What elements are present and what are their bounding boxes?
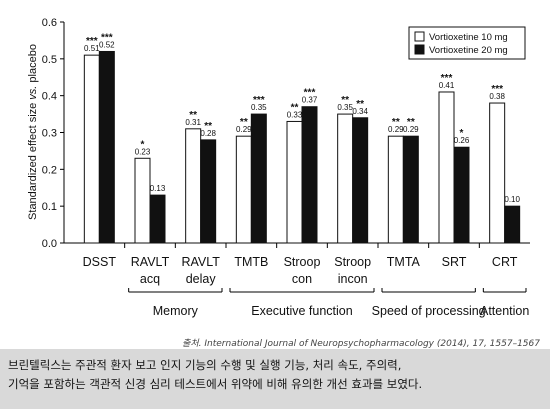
- caption-line-2: 기억을 포함하는 객관적 신경 심리 테스트에서 위약에 비해 유의한 개선 효…: [8, 377, 423, 391]
- bar-20mg: [504, 205, 521, 244]
- significance-marker: **: [204, 121, 212, 132]
- y-tick-label: 0.0: [42, 238, 57, 250]
- y-tick-label: 0.4: [42, 91, 57, 103]
- x-tick-label: CRT: [492, 255, 518, 269]
- x-tick-label-line2: acq: [140, 272, 160, 286]
- y-axis-title: Standardized effect size vs. placebo: [27, 44, 39, 220]
- significance-marker: *: [141, 139, 145, 150]
- y-tick-label: 0.6: [42, 17, 57, 29]
- bar-20mg: [98, 50, 115, 244]
- legend-entry: Vortioxetine 10 mg: [429, 32, 508, 43]
- bar-10mg: [134, 157, 151, 244]
- significance-marker: *: [460, 128, 464, 139]
- bar-value-label: 0.52: [99, 40, 115, 49]
- bar-10mg: [489, 102, 506, 244]
- bar-value-label: 0.37: [302, 96, 318, 105]
- bar-10mg: [83, 54, 100, 244]
- bar-value-label: 0.35: [251, 103, 267, 112]
- bar-10mg: [235, 135, 252, 244]
- bar-value-label: 0.38: [489, 92, 505, 101]
- bar-20mg: [200, 139, 217, 244]
- x-tick-label: TMTA: [387, 255, 421, 269]
- bar-value-label: 0.35: [337, 103, 353, 112]
- bar-value-label: 0.29: [236, 125, 252, 134]
- bar-20mg: [402, 135, 419, 244]
- y-tick-label: 0.2: [42, 164, 57, 176]
- y-tick-label: 0.5: [42, 54, 57, 66]
- legend-swatch: [414, 31, 425, 42]
- x-tick-label: Stroop: [284, 255, 321, 269]
- significance-marker: **: [356, 99, 364, 110]
- bar-value-label: 0.33: [287, 110, 303, 119]
- effect-size-bar-chart: Standardized effect size vs. placebo 0.0…: [27, 17, 530, 318]
- bar-value-label: 0.41: [439, 81, 455, 90]
- x-tick-label-line2: delay: [186, 272, 217, 286]
- significance-marker: ***: [441, 73, 453, 84]
- bar-10mg: [337, 113, 354, 244]
- significance-marker: **: [240, 117, 248, 128]
- x-tick-label-line2: con: [292, 272, 312, 286]
- group-label: Attention: [480, 304, 529, 318]
- legend-box: [408, 26, 526, 60]
- bar-10mg: [438, 91, 455, 244]
- significance-marker: **: [392, 117, 400, 128]
- bar-value-label: 0.10: [504, 195, 520, 204]
- significance-marker: **: [407, 117, 415, 128]
- svg-text:Standardized effect size vs. p: Standardized effect size vs. placebo: [27, 44, 39, 220]
- x-tick-label: TMTB: [234, 255, 268, 269]
- caption-line-1: 브린텔릭스는 주관적 환자 보고 인지 기능의 수행 및 실행 기능, 처리 속…: [8, 358, 402, 372]
- group-label: Speed of processing: [372, 304, 486, 318]
- bar-value-label: 0.29: [403, 125, 419, 134]
- bar-value-label: 0.51: [84, 44, 100, 53]
- x-tick-label: RAVLT: [181, 255, 220, 269]
- legend-entry: Vortioxetine 20 mg: [429, 45, 508, 56]
- bar-value-label: 0.13: [150, 184, 166, 193]
- bar-20mg: [250, 113, 267, 244]
- significance-marker: **: [341, 95, 349, 106]
- bar-value-label: 0.23: [135, 147, 151, 156]
- group-label: Executive function: [251, 304, 352, 318]
- significance-marker: ***: [491, 84, 503, 95]
- bar-value-label: 0.28: [200, 129, 216, 138]
- y-tick-label: 0.3: [42, 128, 57, 140]
- legend: Vortioxetine 10 mg Vortioxetine 20 mg: [408, 26, 526, 60]
- significance-marker: **: [189, 110, 197, 121]
- source-prefix: 출처.: [182, 339, 205, 349]
- source-text: International Journal of Neuropsychophar…: [204, 339, 540, 349]
- bar-value-label: 0.26: [454, 136, 470, 145]
- bar-value-label: 0.31: [185, 118, 201, 127]
- source-citation: 출처. International Journal of Neuropsycho…: [182, 336, 540, 349]
- bar-20mg: [352, 117, 369, 244]
- bar-20mg: [149, 194, 166, 244]
- bar-10mg: [185, 128, 202, 244]
- significance-marker: ***: [86, 36, 98, 47]
- group-label: Memory: [153, 304, 199, 318]
- bar-20mg: [453, 146, 470, 244]
- caption-box: 브린텔릭스는 주관적 환자 보고 인지 기능의 수행 및 실행 기능, 처리 속…: [0, 349, 550, 409]
- y-tick-label: 0.1: [42, 201, 57, 213]
- x-tick-label: SRT: [442, 255, 467, 269]
- bar-value-label: 0.29: [388, 125, 404, 134]
- x-tick-label-line2: incon: [338, 272, 368, 286]
- bar-10mg: [387, 135, 404, 244]
- bar-10mg: [286, 120, 303, 244]
- significance-marker: ***: [304, 88, 316, 99]
- bar-20mg: [301, 106, 318, 244]
- significance-marker: **: [291, 102, 299, 113]
- bar-value-label: 0.34: [352, 107, 368, 116]
- x-tick-label: RAVLT: [131, 255, 170, 269]
- legend-swatch: [414, 44, 425, 55]
- significance-marker: ***: [101, 32, 113, 43]
- x-tick-label: DSST: [83, 255, 117, 269]
- significance-marker: ***: [253, 95, 265, 106]
- x-tick-label: Stroop: [334, 255, 371, 269]
